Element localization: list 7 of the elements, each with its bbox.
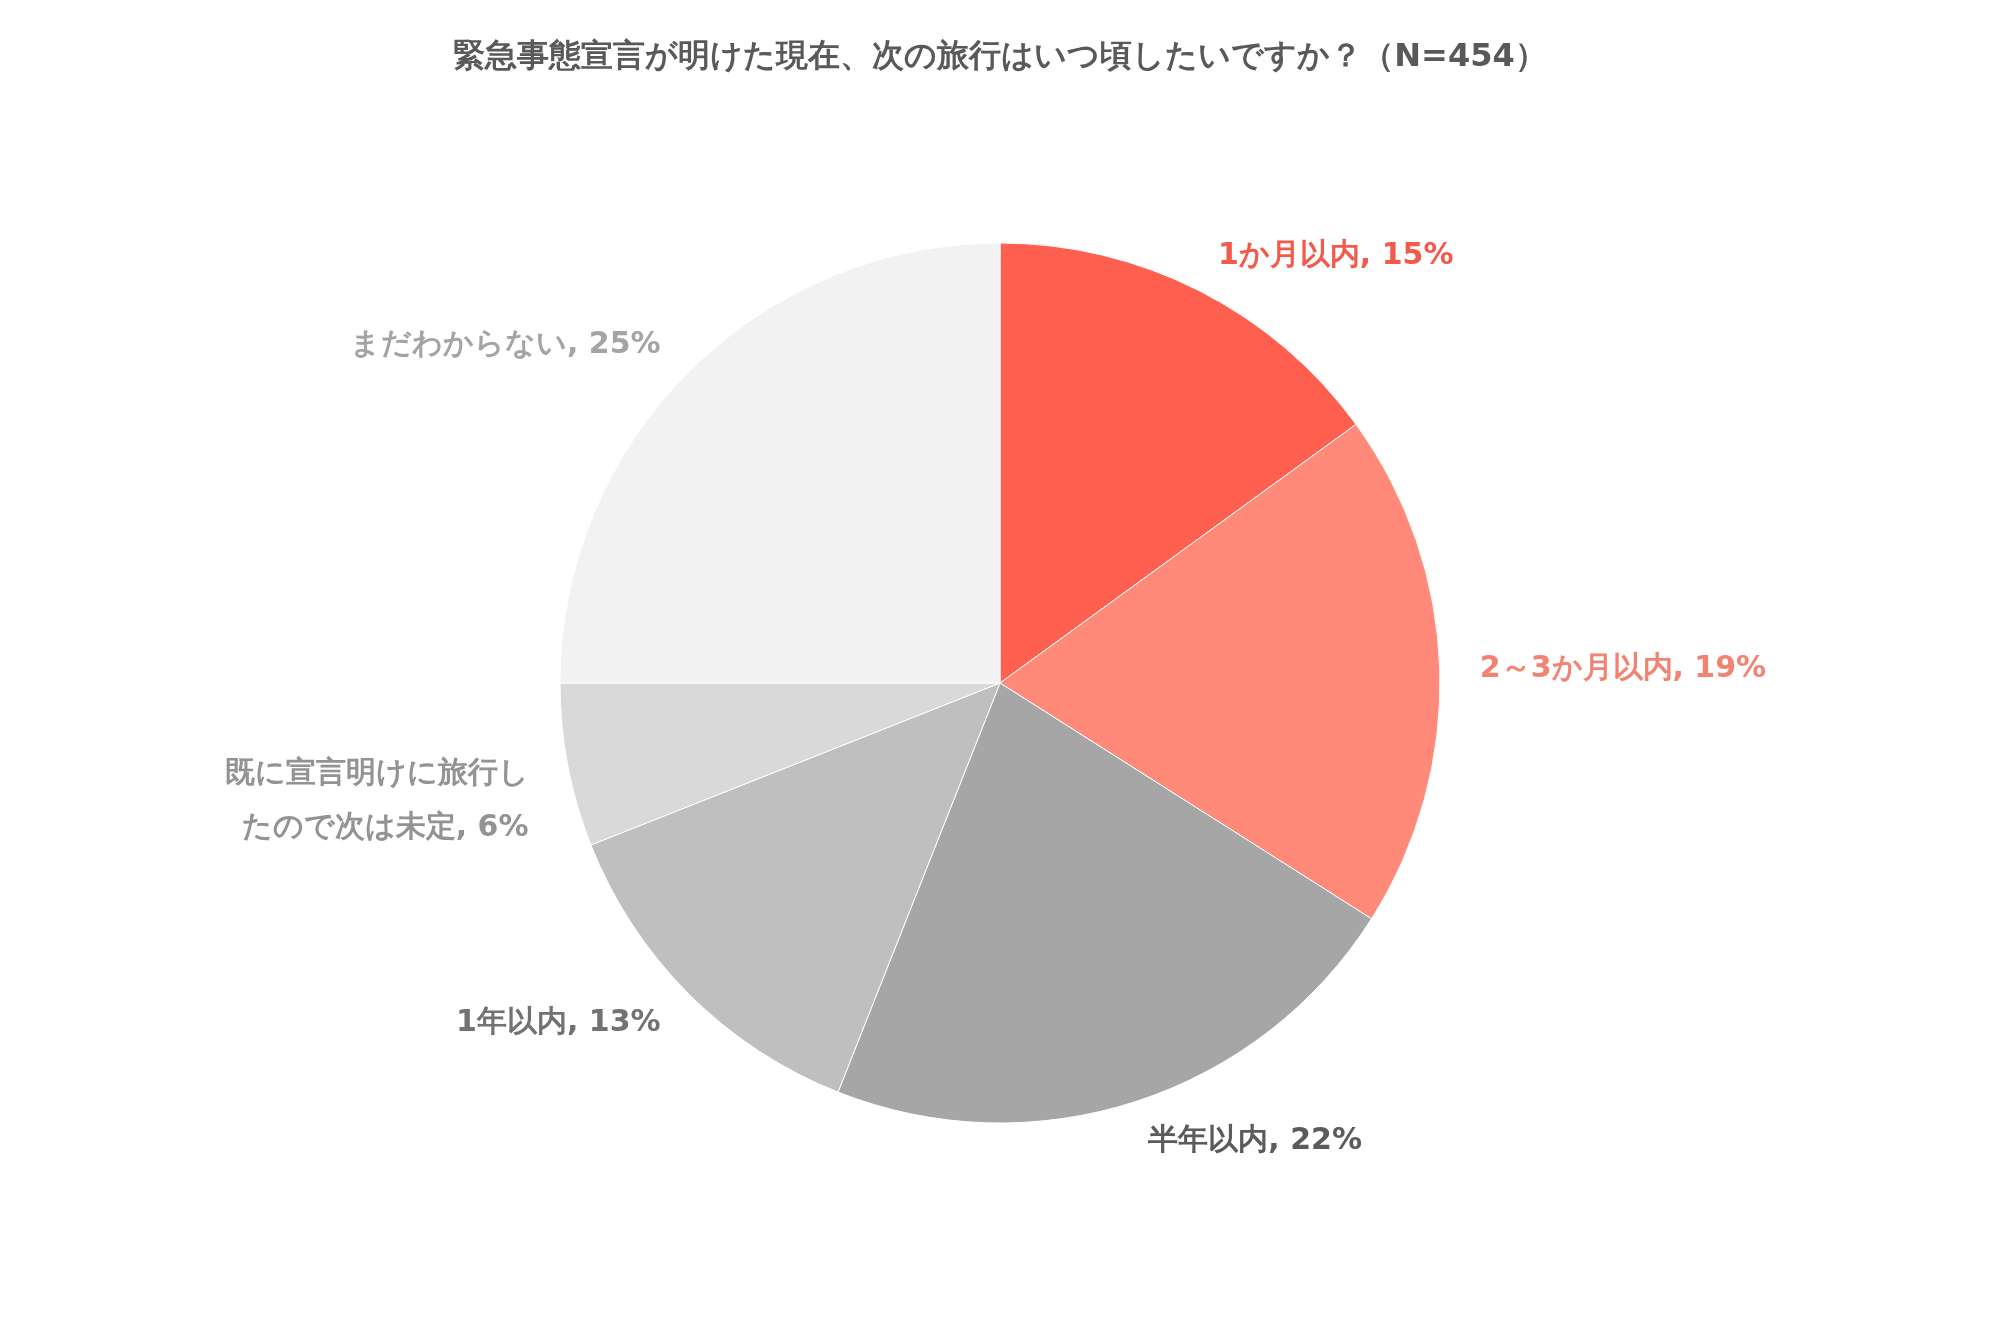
slice-label: 1年以内, 13% [456, 1003, 661, 1039]
slice-label: まだわからない, 25% [349, 324, 661, 360]
chart-title: 緊急事態宣言が明けた現在、次の旅行はいつ頃したいですか？（N=454） [453, 36, 1547, 74]
slice-label: 半年以内, 22% [1147, 1120, 1362, 1156]
slice-label: 1か月以内, 15% [1217, 236, 1454, 272]
slice-label: 既に宣言明けに旅行したので次は未定, 6% [224, 753, 529, 843]
slice-label: 2～3か月以内, 19% [1479, 648, 1767, 684]
